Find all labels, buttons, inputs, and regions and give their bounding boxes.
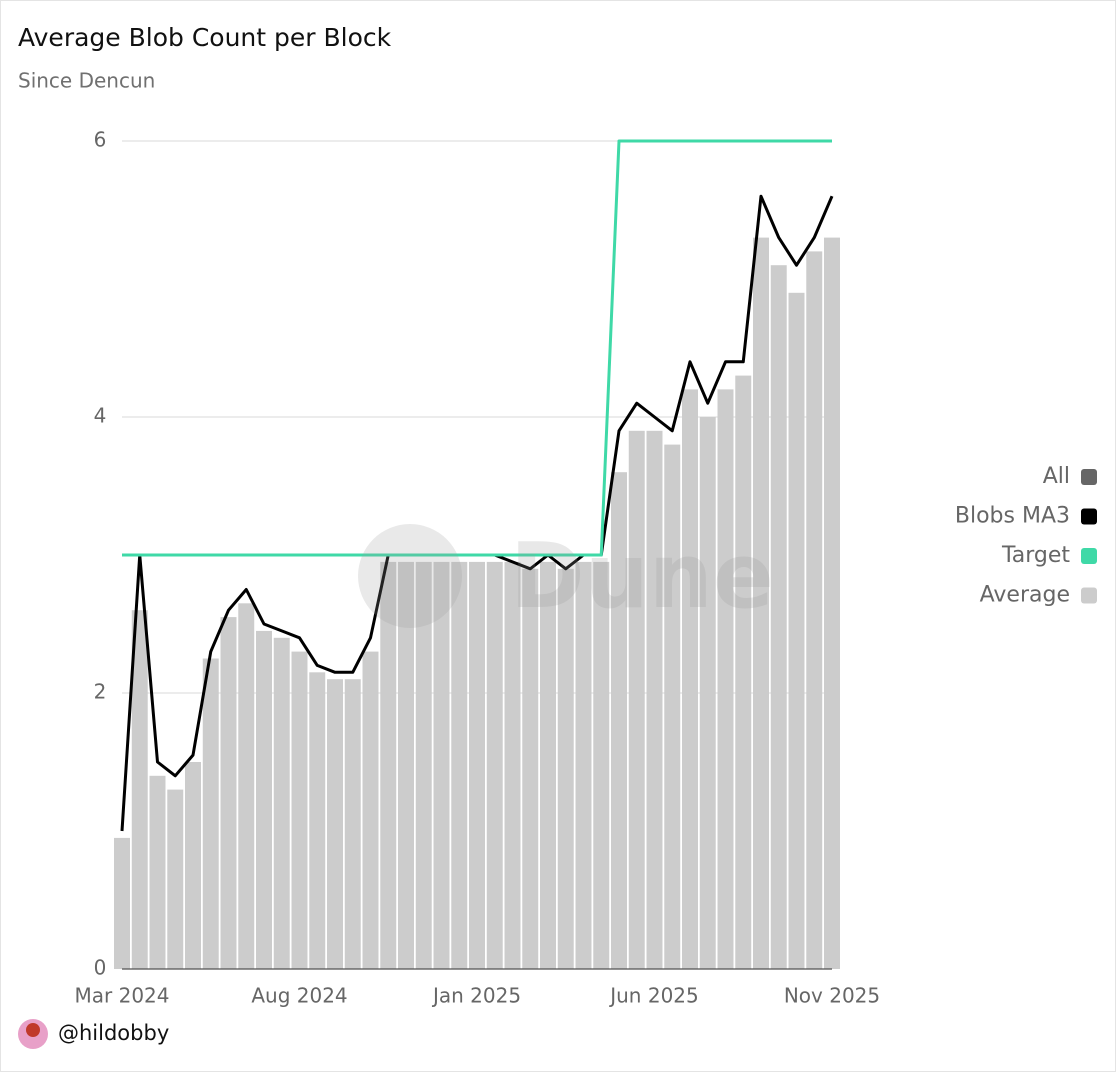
bar bbox=[415, 561, 432, 969]
legend-item[interactable]: All bbox=[1043, 464, 1097, 489]
bar bbox=[451, 561, 468, 969]
bar bbox=[256, 630, 272, 969]
chart-title: Average Blob Count per Block bbox=[18, 23, 392, 52]
bar bbox=[699, 417, 716, 969]
bar bbox=[664, 444, 681, 970]
bar bbox=[398, 561, 414, 969]
bar bbox=[824, 237, 840, 970]
y-tick-label: 4 bbox=[94, 404, 107, 428]
x-tick-label: Mar 2024 bbox=[75, 984, 170, 1008]
bar bbox=[611, 472, 627, 969]
author-name: @hildobby bbox=[58, 1021, 169, 1045]
bar bbox=[149, 775, 166, 969]
legend-label: Blobs MA3 bbox=[955, 504, 1070, 529]
legend-label: Target bbox=[1001, 543, 1070, 568]
bar bbox=[770, 265, 787, 969]
bar bbox=[522, 568, 539, 969]
bar bbox=[469, 561, 485, 969]
bar bbox=[167, 789, 184, 969]
bar bbox=[238, 603, 255, 969]
bar bbox=[735, 375, 752, 970]
bar bbox=[682, 389, 698, 969]
legend: All Blobs MA3 Target Average bbox=[955, 464, 1097, 608]
chart-subtitle: Since Dencun bbox=[18, 69, 155, 93]
bar bbox=[557, 568, 574, 969]
avatar-face bbox=[26, 1023, 40, 1037]
bar bbox=[433, 561, 450, 969]
bar bbox=[344, 679, 361, 969]
bar bbox=[291, 651, 308, 969]
y-tick-label: 2 bbox=[94, 680, 107, 704]
bar bbox=[593, 561, 610, 969]
x-tick-label: Aug 2024 bbox=[251, 984, 347, 1008]
bar bbox=[114, 837, 130, 969]
legend-label: Average bbox=[980, 583, 1070, 608]
legend-swatch bbox=[1081, 508, 1097, 525]
bar bbox=[362, 651, 379, 969]
bar bbox=[504, 561, 521, 969]
y-tick-label: 0 bbox=[94, 956, 107, 980]
x-tick-label: Nov 2025 bbox=[784, 984, 880, 1008]
legend-swatch bbox=[1081, 469, 1097, 485]
x-tick-label: Jun 2025 bbox=[608, 984, 699, 1008]
bar bbox=[309, 672, 326, 969]
bar bbox=[380, 561, 397, 969]
bar bbox=[575, 561, 592, 969]
bar bbox=[202, 658, 219, 969]
legend-item[interactable]: Blobs MA3 bbox=[955, 504, 1097, 529]
legend-item[interactable]: Average bbox=[980, 583, 1097, 608]
watermark-text: Dune bbox=[510, 524, 774, 629]
bar bbox=[806, 251, 823, 969]
bar bbox=[753, 237, 769, 970]
bar bbox=[273, 637, 290, 969]
bar bbox=[185, 762, 201, 969]
y-tick-label: 6 bbox=[94, 128, 107, 152]
bar bbox=[486, 561, 503, 969]
bar bbox=[327, 679, 343, 969]
legend-item[interactable]: Target bbox=[1001, 543, 1097, 568]
watermark-logo bbox=[358, 524, 462, 628]
bar bbox=[131, 610, 148, 969]
bar bbox=[628, 430, 645, 969]
bar bbox=[646, 430, 663, 969]
bar bbox=[220, 617, 237, 969]
legend-label: All bbox=[1043, 464, 1070, 489]
bar bbox=[717, 389, 734, 969]
bar bbox=[788, 292, 805, 969]
bar bbox=[540, 561, 556, 969]
watermark: Dune bbox=[358, 524, 774, 629]
author[interactable]: @hildobby bbox=[18, 1019, 169, 1049]
legend-swatch bbox=[1081, 587, 1097, 604]
legend-swatch bbox=[1081, 548, 1097, 564]
x-tick-label: Jan 2025 bbox=[431, 984, 521, 1008]
line bbox=[122, 139, 832, 557]
